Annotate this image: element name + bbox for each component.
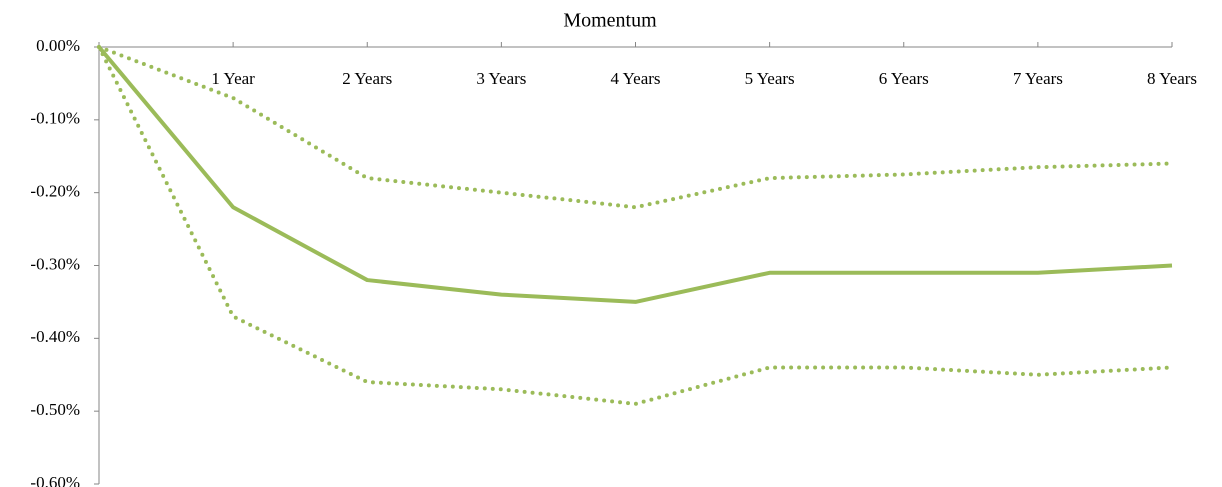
y-tick-label: -0.30% <box>30 254 80 273</box>
x-tick-label: 2 Years <box>342 69 392 88</box>
chart-title: Momentum <box>563 10 657 32</box>
x-tick-label: 6 Years <box>879 69 929 88</box>
x-tick-label: 5 Years <box>745 69 795 88</box>
x-tick-label: 4 Years <box>610 69 660 88</box>
series-line <box>97 45 1173 304</box>
series-line <box>97 45 1174 406</box>
series-line <box>97 45 1174 210</box>
y-tick-label: -0.40% <box>30 327 80 346</box>
y-tick-label: -0.60% <box>30 473 80 487</box>
y-tick-label: -0.50% <box>30 400 80 419</box>
x-tick-label: 8 Years <box>1147 69 1197 88</box>
y-tick-label: -0.10% <box>30 109 80 128</box>
x-tick-label: 1 Year <box>211 69 255 88</box>
x-tick-label: 7 Years <box>1013 69 1063 88</box>
x-tick-label: 3 Years <box>476 69 526 88</box>
y-tick-label: 0.00% <box>36 36 80 55</box>
y-tick-label: -0.20% <box>30 182 80 201</box>
